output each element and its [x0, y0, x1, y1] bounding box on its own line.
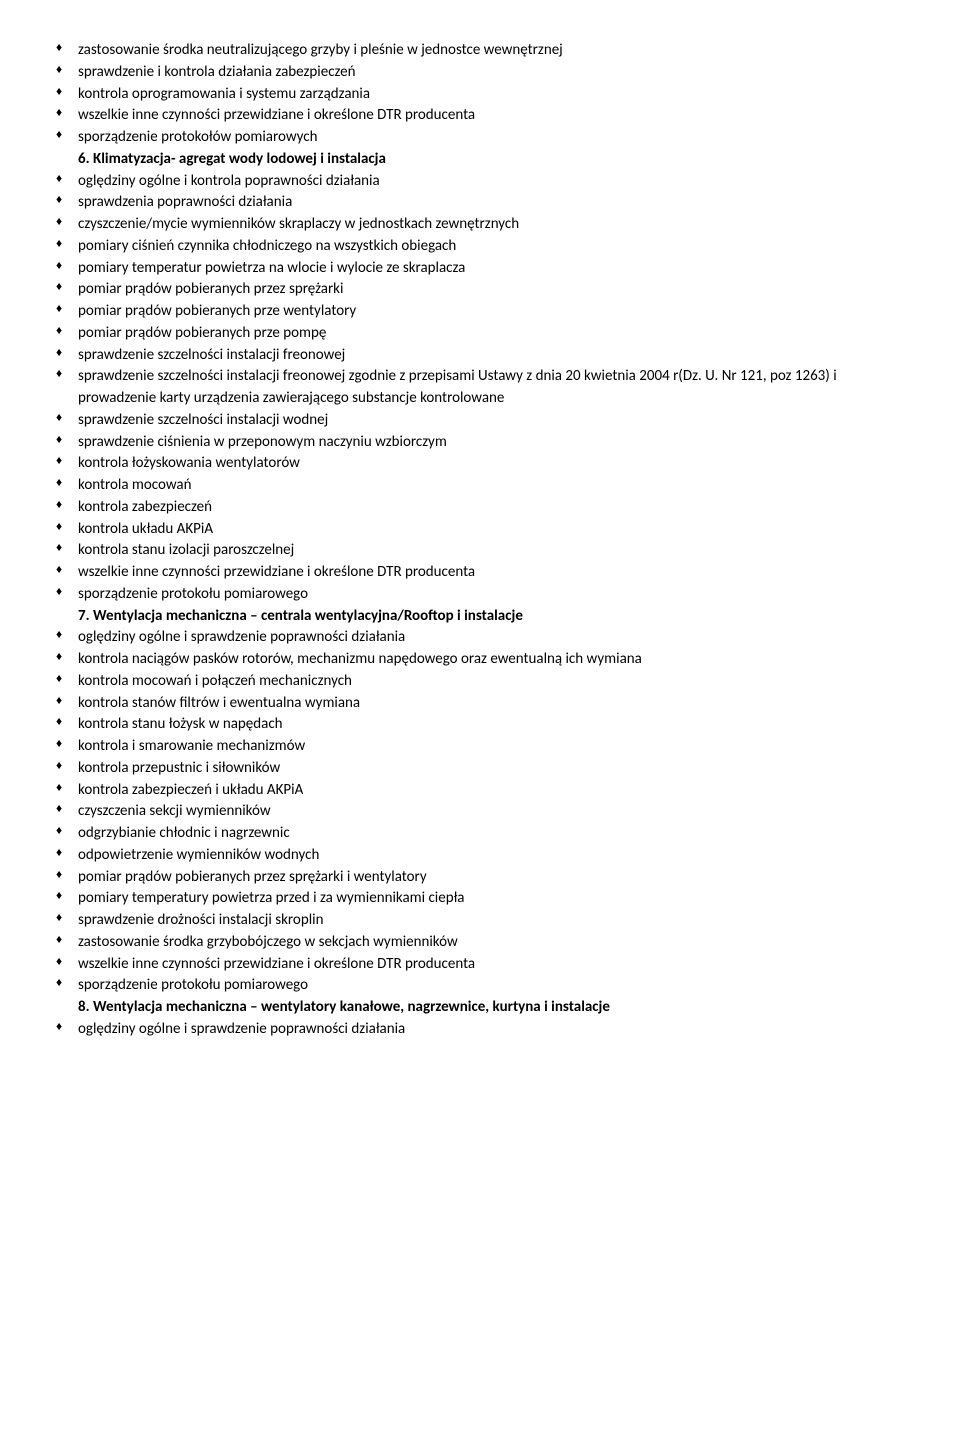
list-item-text: kontrola naciągów pasków rotorów, mechan…	[78, 650, 642, 668]
list-item-text: sporządzenie protokołu pomiarowego	[78, 585, 308, 603]
list-item: oględziny ogólne i sprawdzenie poprawnoś…	[50, 627, 910, 649]
list-item: kontrola naciągów pasków rotorów, mechan…	[50, 649, 910, 671]
list-item-text: kontrola układu AKPiA	[78, 520, 213, 538]
list-item: sprawdzenia poprawności działania	[50, 192, 910, 214]
list-item: sprawdzenie i kontrola działania zabezpi…	[50, 62, 910, 84]
list-item-text: wszelkie inne czynności przewidziane i o…	[78, 563, 475, 581]
list-item-text: kontrola zabezpieczeń i układu AKPiA	[78, 781, 303, 799]
list-item: wszelkie inne czynności przewidziane i o…	[50, 954, 910, 976]
list-item-text: sprawdzenie drożności instalacji skropli…	[78, 911, 323, 929]
list-item: pomiar prądów pobieranych prze pompę	[50, 323, 910, 345]
list-item-text: zastosowanie środka neutralizującego grz…	[78, 41, 563, 59]
list-item-text: pomiary temperatury powietrza przed i za…	[78, 889, 464, 907]
list-item: pomiar prądów pobieranych przez sprężark…	[50, 279, 910, 301]
list-item-text: sprawdzenie i kontrola działania zabezpi…	[78, 63, 355, 81]
list-item: kontrola zabezpieczeń	[50, 497, 910, 519]
list-item: odpowietrzenie wymienników wodnych	[50, 845, 910, 867]
list-item: wszelkie inne czynności przewidziane i o…	[50, 105, 910, 127]
list-item: czyszczenia sekcji wymienników	[50, 801, 910, 823]
list-item-text: kontrola zabezpieczeń	[78, 498, 212, 516]
list-item: sprawdzenie szczelności instalacji freon…	[50, 366, 910, 410]
list-item-text: czyszczenia sekcji wymienników	[78, 802, 271, 820]
list-item: kontrola i smarowanie mechanizmów	[50, 736, 910, 758]
list-item: pomiar prądów pobieranych przez sprężark…	[50, 867, 910, 889]
list-item-text: kontrola łożyskowania wentylatorów	[78, 454, 300, 472]
list-item: kontrola stanu łożysk w napędach	[50, 714, 910, 736]
list-item: kontrola łożyskowania wentylatorów	[50, 453, 910, 475]
list-item: zastosowanie środka neutralizującego grz…	[50, 40, 910, 62]
list-item-text: pomiar prądów pobieranych prze wentylato…	[78, 302, 356, 320]
list-item: pomiary temperatur powietrza na wlocie i…	[50, 258, 910, 280]
list-item: sprawdzenie drożności instalacji skropli…	[50, 910, 910, 932]
block4-list: oględziny ogólne i sprawdzenie poprawnoś…	[50, 1019, 910, 1041]
list-item-text: pomiar prądów pobieranych przez sprężark…	[78, 868, 427, 886]
list-item-text: kontrola przepustnic i siłowników	[78, 759, 280, 777]
list-item-text: sprawdzenie szczelności instalacji wodne…	[78, 411, 328, 429]
list-item: pomiar prądów pobieranych prze wentylato…	[50, 301, 910, 323]
list-item-text: kontrola stanów filtrów i ewentualna wym…	[78, 694, 360, 712]
list-item: zastosowanie środka grzybobójczego w sek…	[50, 932, 910, 954]
list-item-text: sprawdzenie ciśnienia w przeponowym nacz…	[78, 433, 447, 451]
list-item-text: sprawdzenie szczelności instalacji freon…	[78, 367, 837, 407]
section-7-heading: 7. Wentylacja mechaniczna – centrala wen…	[50, 606, 910, 628]
list-item: kontrola przepustnic i siłowników	[50, 758, 910, 780]
list-item: kontrola stanu izolacji paroszczelnej	[50, 540, 910, 562]
list-item-text: zastosowanie środka grzybobójczego w sek…	[78, 933, 458, 951]
list-item: wszelkie inne czynności przewidziane i o…	[50, 562, 910, 584]
list-item: pomiary ciśnień czynnika chłodniczego na…	[50, 236, 910, 258]
list-item: oględziny ogólne i kontrola poprawności …	[50, 171, 910, 193]
list-item: kontrola stanów filtrów i ewentualna wym…	[50, 693, 910, 715]
list-item-text: wszelkie inne czynności przewidziane i o…	[78, 955, 475, 973]
list-item-text: sporządzenie protokołu pomiarowego	[78, 976, 308, 994]
list-item: kontrola mocowań i połączeń mechanicznyc…	[50, 671, 910, 693]
list-item: sporządzenie protokołu pomiarowego	[50, 975, 910, 997]
list-item: sprawdzenie szczelności instalacji freon…	[50, 345, 910, 367]
list-item-text: kontrola mocowań	[78, 476, 192, 494]
list-item: sprawdzenie szczelności instalacji wodne…	[50, 410, 910, 432]
list-item-text: czyszczenie/mycie wymienników skraplaczy…	[78, 215, 519, 233]
list-item: pomiary temperatury powietrza przed i za…	[50, 888, 910, 910]
list-item-text: pomiar prądów pobieranych przez sprężark…	[78, 280, 343, 298]
list-item: sporządzenie protokołu pomiarowego	[50, 584, 910, 606]
section-6-heading: 6. Klimatyzacja- agregat wody lodowej i …	[50, 149, 910, 171]
list-item-text: odpowietrzenie wymienników wodnych	[78, 846, 319, 864]
list-item-text: oględziny ogólne i sprawdzenie poprawnoś…	[78, 1020, 405, 1038]
list-item: kontrola oprogramowania i systemu zarząd…	[50, 84, 910, 106]
list-item-text: wszelkie inne czynności przewidziane i o…	[78, 106, 475, 124]
list-item: odgrzybianie chłodnic i nagrzewnic	[50, 823, 910, 845]
list-item-text: kontrola stanu izolacji paroszczelnej	[78, 541, 294, 559]
list-item-text: oględziny ogólne i kontrola poprawności …	[78, 172, 380, 190]
list-item-text: oględziny ogólne i sprawdzenie poprawnoś…	[78, 628, 405, 646]
list-item-text: kontrola oprogramowania i systemu zarząd…	[78, 85, 370, 103]
list-item-text: pomiary ciśnień czynnika chłodniczego na…	[78, 237, 456, 255]
list-item: oględziny ogólne i sprawdzenie poprawnoś…	[50, 1019, 910, 1041]
list-item-text: kontrola stanu łożysk w napędach	[78, 715, 283, 733]
block2-list: oględziny ogólne i kontrola poprawności …	[50, 171, 910, 606]
list-item-text: sprawdzenia poprawności działania	[78, 193, 292, 211]
list-item: sporządzenie protokołów pomiarowych	[50, 127, 910, 149]
list-item-text: odgrzybianie chłodnic i nagrzewnic	[78, 824, 290, 842]
list-item-text: kontrola mocowań i połączeń mechanicznyc…	[78, 672, 352, 690]
block3-list: oględziny ogólne i sprawdzenie poprawnoś…	[50, 627, 910, 997]
list-item: sprawdzenie ciśnienia w przeponowym nacz…	[50, 432, 910, 454]
list-item-text: pomiary temperatur powietrza na wlocie i…	[78, 259, 465, 277]
block1-list: zastosowanie środka neutralizującego grz…	[50, 40, 910, 149]
list-item-text: sporządzenie protokołów pomiarowych	[78, 128, 317, 146]
list-item-text: pomiar prądów pobieranych prze pompę	[78, 324, 326, 342]
list-item-text: kontrola i smarowanie mechanizmów	[78, 737, 305, 755]
list-item-text: sprawdzenie szczelności instalacji freon…	[78, 346, 345, 364]
list-item: kontrola układu AKPiA	[50, 519, 910, 541]
list-item: kontrola mocowań	[50, 475, 910, 497]
section-8-heading: 8. Wentylacja mechaniczna – wentylatory …	[50, 997, 910, 1019]
list-item: kontrola zabezpieczeń i układu AKPiA	[50, 780, 910, 802]
list-item: czyszczenie/mycie wymienników skraplaczy…	[50, 214, 910, 236]
